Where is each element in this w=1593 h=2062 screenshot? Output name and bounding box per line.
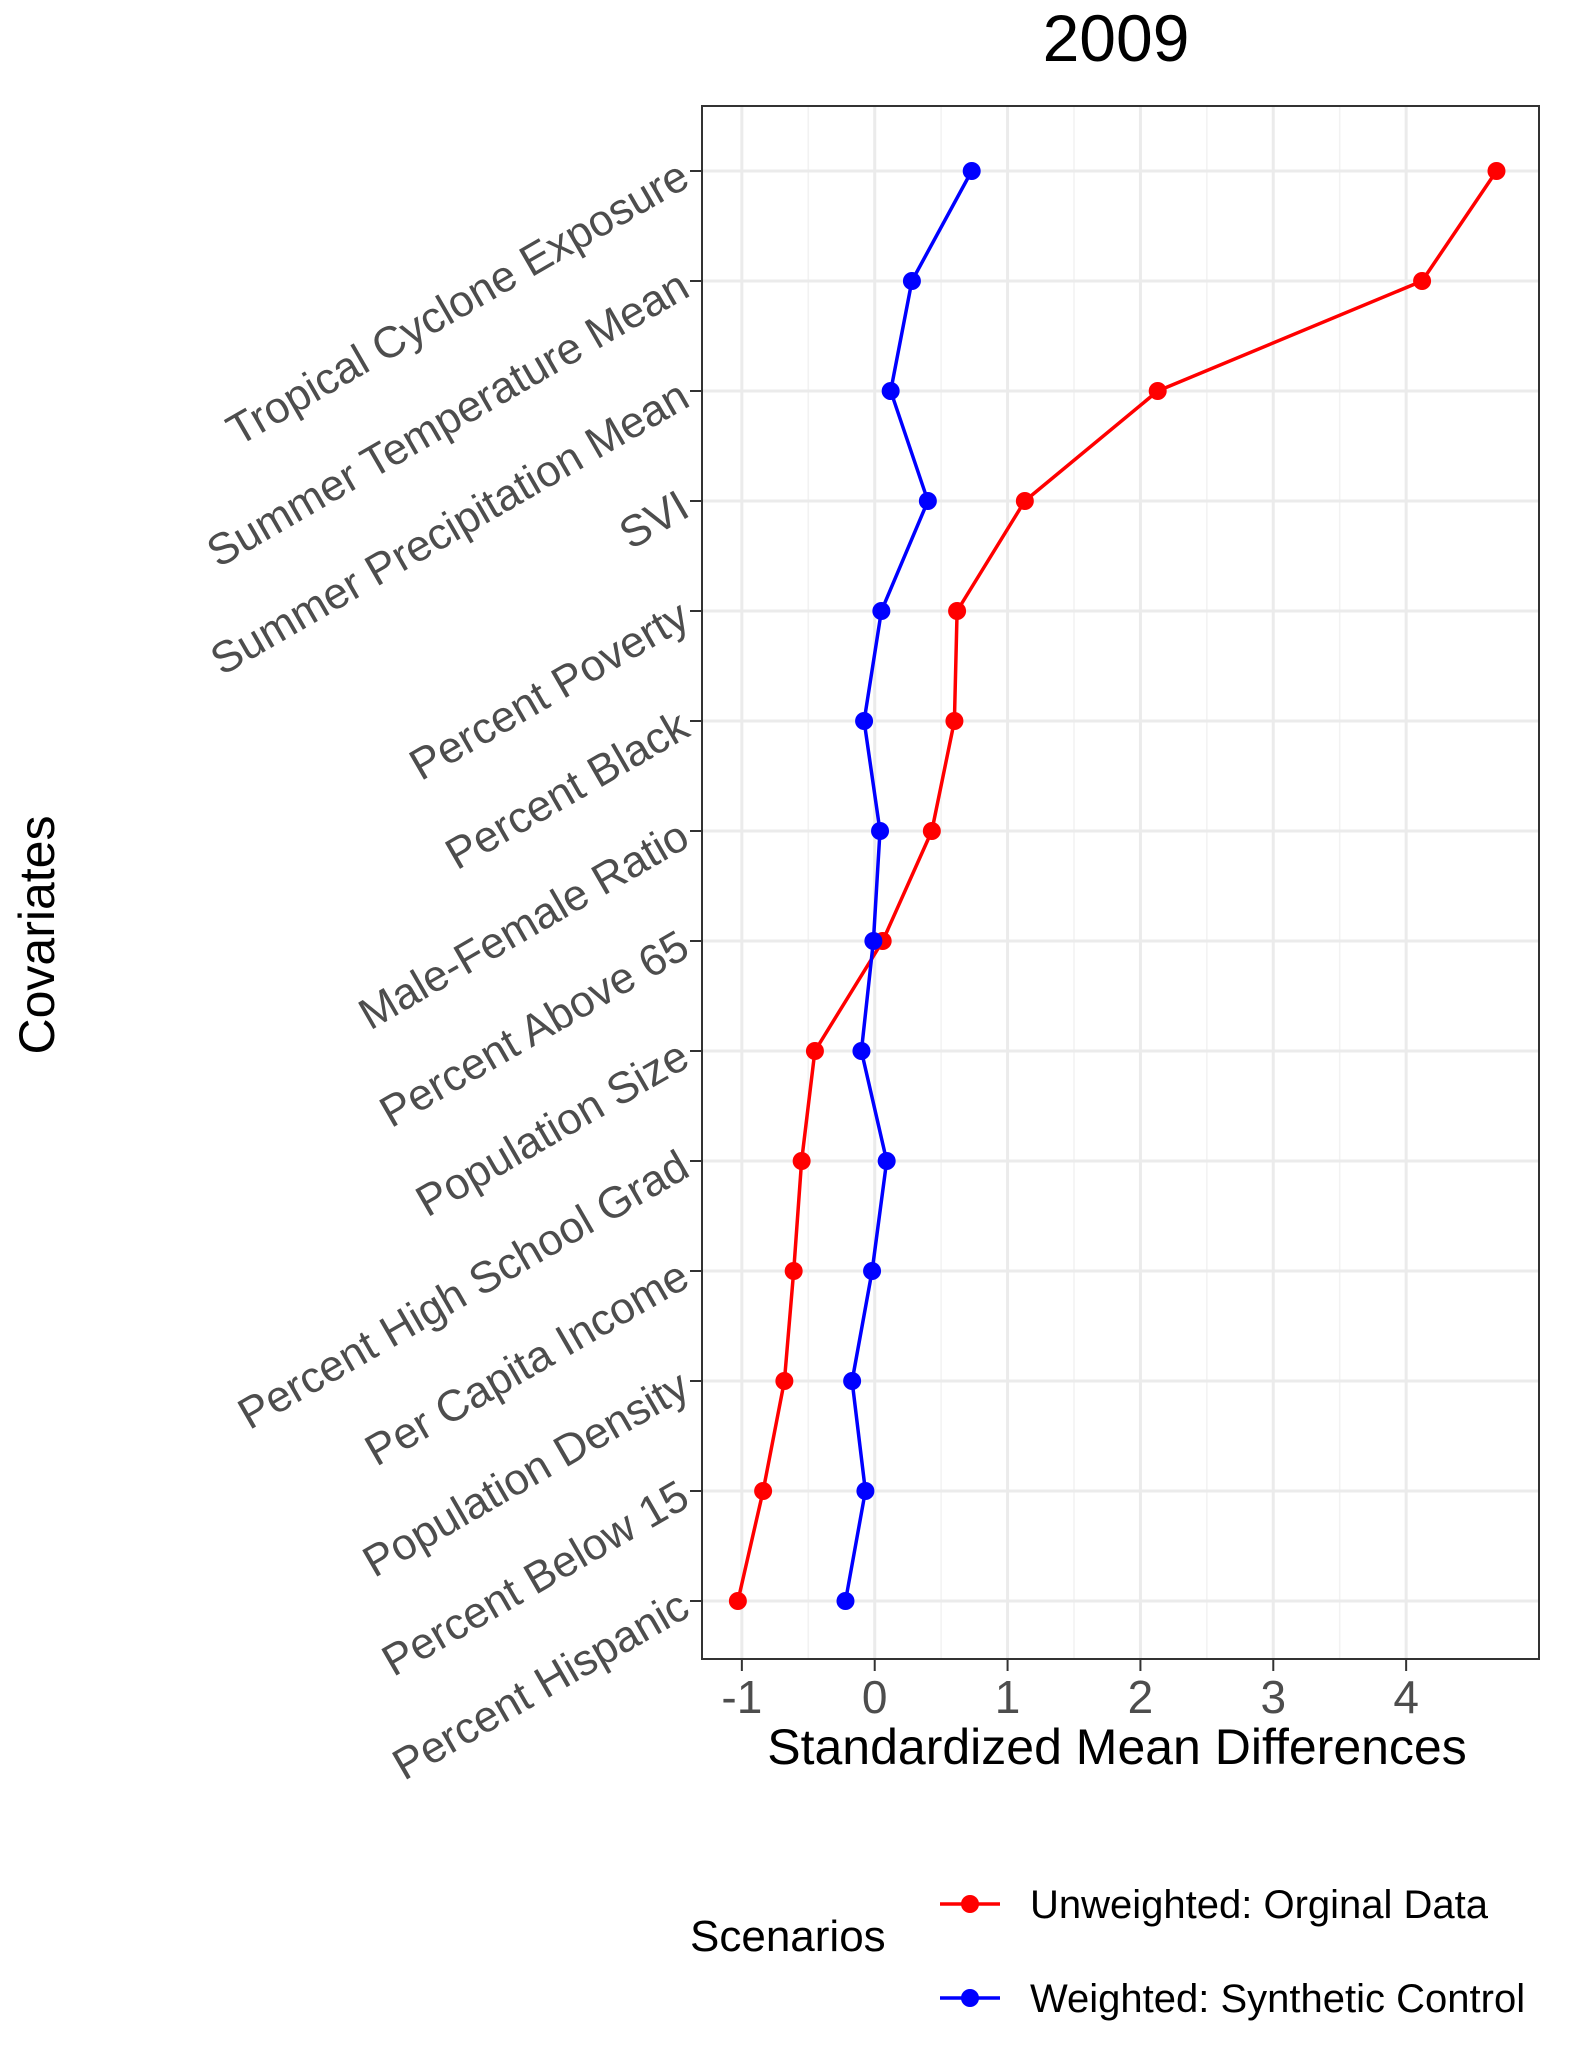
data-point — [1015, 492, 1034, 510]
data-point — [872, 602, 891, 620]
data-point — [962, 162, 981, 180]
data-point — [792, 1152, 811, 1170]
data-point — [852, 1042, 871, 1060]
x-tick-label: 2 — [1128, 1671, 1154, 1723]
series-line-0 — [736, 170, 1498, 1602]
x-axis-ticks: -1 0 1 2 3 4 — [721, 1659, 1419, 1723]
data-point — [864, 932, 883, 950]
x-axis-label: Standardized Mean Differences — [767, 1719, 1467, 1775]
data-point — [877, 1152, 896, 1170]
data-point — [856, 1482, 875, 1500]
data-point — [881, 382, 900, 400]
legend: Scenarios Unweighted: Orginal Data Weight… — [690, 1883, 1525, 2021]
data-point — [902, 272, 921, 290]
x-tick-label: -1 — [721, 1671, 762, 1723]
data-point — [1148, 382, 1167, 400]
legend-entry-label: Weighted: Synthetic Control — [1030, 1977, 1525, 2021]
panel-border — [701, 105, 1540, 1660]
data-point — [843, 1372, 862, 1390]
data-point — [728, 1592, 747, 1610]
legend-key-point — [961, 1895, 979, 1913]
plot-panel — [701, 105, 1540, 1660]
x-tick-label: 3 — [1260, 1671, 1286, 1723]
data-point — [948, 602, 967, 620]
data-point — [863, 1262, 882, 1280]
legend-title: Scenarios — [690, 1912, 886, 1961]
series-line-1 — [843, 170, 974, 1602]
data-point — [945, 712, 964, 730]
chart-title: 2009 — [1043, 1, 1190, 75]
x-tick-label: 4 — [1393, 1671, 1419, 1723]
data-point — [1487, 162, 1506, 180]
legend-entry-label: Unweighted: Orginal Data — [1030, 1883, 1489, 1927]
y-axis-label: Covariates — [9, 816, 65, 1055]
data-point — [775, 1372, 794, 1390]
data-point — [754, 1482, 773, 1500]
data-point — [922, 822, 941, 840]
legend-key-point — [961, 1989, 979, 2007]
data-point — [836, 1592, 855, 1610]
data-point — [918, 492, 937, 510]
data-point — [805, 1042, 824, 1060]
x-tick-label: 0 — [862, 1671, 888, 1723]
data-point — [784, 1262, 803, 1280]
data-point — [855, 712, 874, 730]
data-point — [871, 822, 890, 840]
data-point — [1413, 272, 1432, 290]
x-tick-label: 1 — [995, 1671, 1021, 1723]
